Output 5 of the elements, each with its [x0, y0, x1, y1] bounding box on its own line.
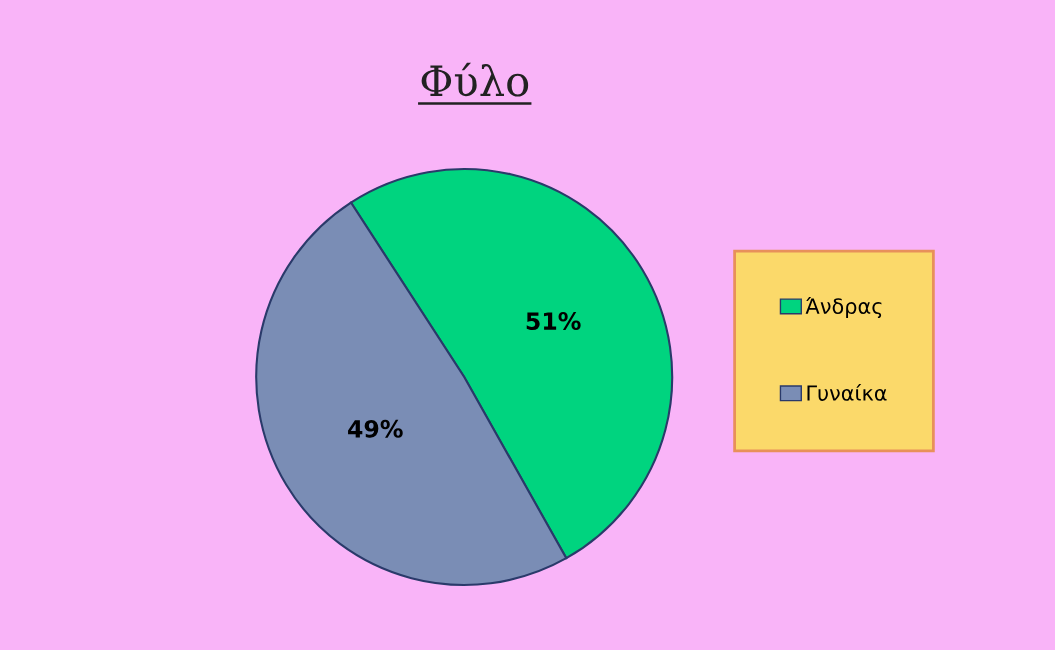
legend-label: Γυναίκα	[807, 383, 887, 401]
legend-label: Άνδρας	[805, 297, 882, 319]
chart-title: Φύλο	[421, 62, 529, 97]
data-label: 49%	[348, 419, 403, 438]
data-label: 51%	[526, 312, 581, 330]
